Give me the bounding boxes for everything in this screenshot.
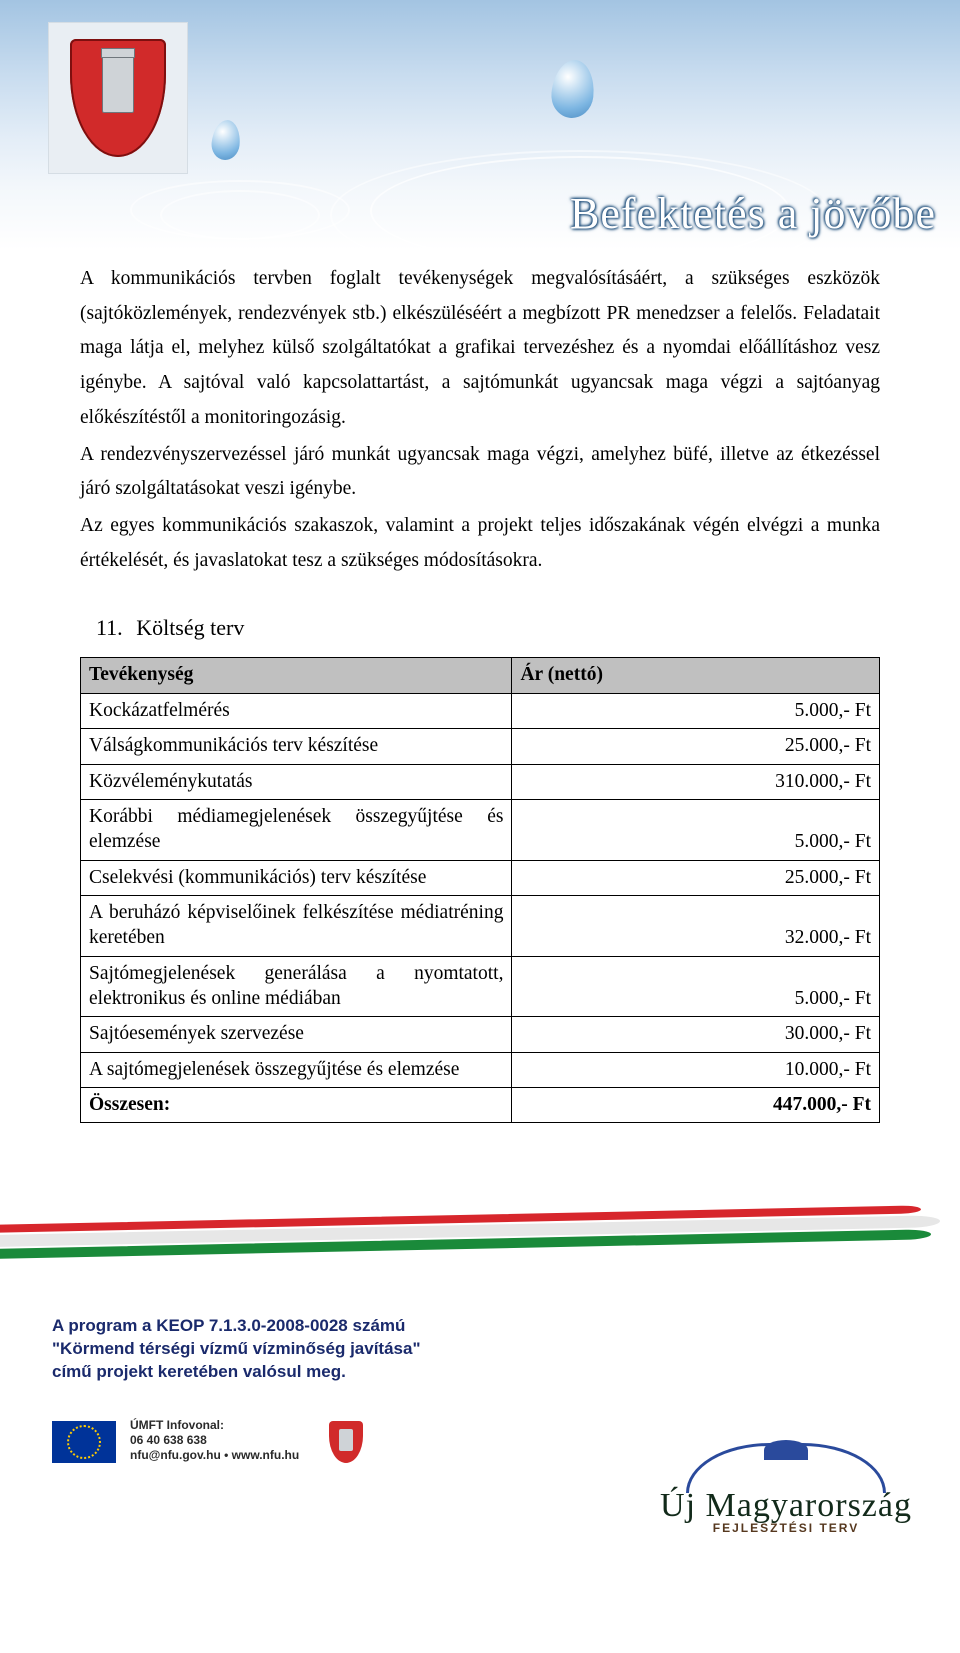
table-row: Sajtóesemények szervezése 30.000,- Ft: [81, 1017, 880, 1052]
col-header-activity: Tevékenység: [81, 658, 512, 693]
program-line-1: A program a KEOP 7.1.3.0-2008-0028 számú: [52, 1315, 960, 1338]
cell-price: 5.000,- Ft: [512, 956, 880, 1017]
header-banner: Befektetés a jövőbe: [0, 0, 960, 250]
section-number: 11.: [96, 615, 123, 640]
cell-price: 25.000,- Ft: [512, 729, 880, 764]
paragraph-1: A kommunikációs tervben foglalt tevékeny…: [80, 262, 880, 436]
program-line-3: című projekt keretében valósul meg.: [52, 1361, 960, 1384]
city-crest-small-icon: [329, 1421, 363, 1463]
water-drop-icon: [210, 119, 242, 162]
infoline-label: ÚMFT Infovonal:: [130, 1418, 299, 1433]
cost-table: Tevékenység Ár (nettó) Kockázatfelmérés …: [80, 657, 880, 1123]
cell-activity: A sajtómegjelenések összegyűjtése és ele…: [81, 1052, 512, 1087]
crest-tower-icon: [102, 53, 134, 113]
header-slogan: Befektetés a jövőbe: [570, 188, 936, 239]
section-heading: 11. Költség terv: [96, 608, 880, 647]
document-body: A kommunikációs tervben foglalt tevékeny…: [0, 250, 960, 1143]
cell-total-price: 447.000,- Ft: [512, 1087, 880, 1122]
table-row: Kockázatfelmérés 5.000,- Ft: [81, 693, 880, 728]
cell-price: 30.000,- Ft: [512, 1017, 880, 1052]
table-row: Cselekvési (kommunikációs) terv készítés…: [81, 860, 880, 895]
cell-price: 10.000,- Ft: [512, 1052, 880, 1087]
table-row: A beruházó képviselőinek felkészítése mé…: [81, 895, 880, 956]
table-row: Közvéleménykutatás 310.000,- Ft: [81, 764, 880, 799]
cell-price: 25.000,- Ft: [512, 860, 880, 895]
table-total-row: Összesen: 447.000,- Ft: [81, 1087, 880, 1122]
eu-stars-icon: [67, 1425, 101, 1459]
cell-activity: Kockázatfelmérés: [81, 693, 512, 728]
paragraph-2: A rendezvényszervezéssel járó munkát ugy…: [80, 438, 880, 507]
section-title: Költség terv: [136, 615, 244, 640]
cell-activity: Közvéleménykutatás: [81, 764, 512, 799]
table-header-row: Tevékenység Ár (nettó): [81, 658, 880, 693]
program-statement: A program a KEOP 7.1.3.0-2008-0028 számú…: [52, 1315, 960, 1384]
table-row: A sajtómegjelenések összegyűjtése és ele…: [81, 1052, 880, 1087]
water-drop-icon: [549, 58, 597, 120]
table-row: Sajtómegjelenések generálása a nyomtatot…: [81, 956, 880, 1017]
cell-activity: Korábbi médiamegjelenések összegyűjtése …: [81, 799, 512, 860]
paragraph-3: Az egyes kommunikációs szakaszok, valami…: [80, 509, 880, 578]
umft-logo: Új Magyarország FEJLESZTÉSI TERV: [660, 1443, 912, 1535]
tricolor-ribbon: [0, 1213, 960, 1251]
cell-price: 5.000,- Ft: [512, 799, 880, 860]
eu-flag-icon: [52, 1421, 116, 1463]
cell-activity: Sajtómegjelenések generálása a nyomtatot…: [81, 956, 512, 1017]
cell-activity: Válságkommunikációs terv készítése: [81, 729, 512, 764]
city-crest-frame: [48, 22, 188, 174]
cell-price: 5.000,- Ft: [512, 693, 880, 728]
water-ripple-icon: [130, 180, 350, 240]
table-row: Korábbi médiamegjelenések összegyűjtése …: [81, 799, 880, 860]
col-header-price: Ár (nettó): [512, 658, 880, 693]
cell-price: 310.000,- Ft: [512, 764, 880, 799]
cell-activity: Cselekvési (kommunikációs) terv készítés…: [81, 860, 512, 895]
footer: A program a KEOP 7.1.3.0-2008-0028 számú…: [0, 1213, 960, 1553]
table-row: Válságkommunikációs terv készítése 25.00…: [81, 729, 880, 764]
cell-total-label: Összesen:: [81, 1087, 512, 1122]
cell-price: 32.000,- Ft: [512, 895, 880, 956]
cell-activity: Sajtóesemények szervezése: [81, 1017, 512, 1052]
infoline-email: nfu@nfu.gov.hu • www.nfu.hu: [130, 1448, 299, 1463]
city-crest-shield: [70, 39, 166, 157]
program-line-2: "Körmend térségi vízmű vízminőség javítá…: [52, 1338, 960, 1361]
infoline-block: ÚMFT Infovonal: 06 40 638 638 nfu@nfu.go…: [130, 1418, 299, 1463]
bridge-icon: [686, 1443, 886, 1493]
infoline-phone: 06 40 638 638: [130, 1433, 299, 1448]
cell-activity: A beruházó képviselőinek felkészítése mé…: [81, 895, 512, 956]
